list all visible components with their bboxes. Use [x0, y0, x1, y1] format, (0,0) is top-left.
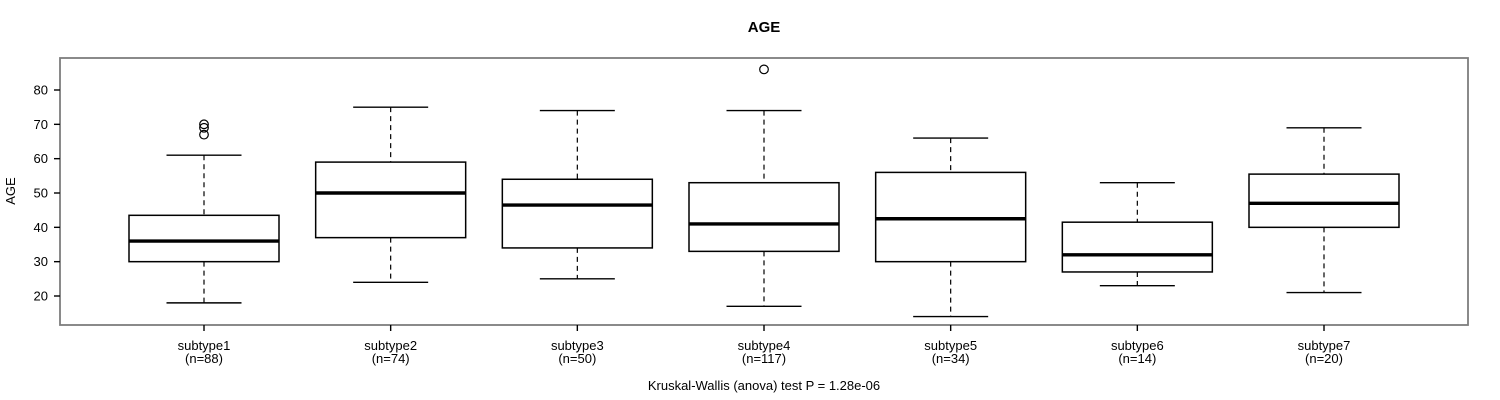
y-axis-tick-label: 60: [34, 151, 48, 166]
iqr-box: [314, 161, 467, 239]
chart-title: AGE: [748, 19, 781, 36]
boxplot-group-subtype3: subtype3(n=50): [501, 109, 654, 366]
group-n-label: (n=20): [1305, 351, 1343, 366]
y-axis-tick-label: 30: [34, 254, 48, 269]
outlier-point: [199, 119, 209, 130]
y-axis-tick-label: 70: [34, 117, 48, 132]
y-axis-label: AGE: [3, 177, 18, 205]
y-axis-tick-label: 40: [34, 220, 48, 235]
y-axis-tick-label: 20: [34, 289, 48, 304]
group-n-label: (n=14): [1118, 351, 1156, 366]
stat-test-caption: Kruskal-Wallis (anova) test P = 1.28e-06: [648, 378, 880, 393]
boxplot-group-subtype2: subtype2(n=74): [314, 106, 467, 366]
boxplot-group-subtype7: subtype7(n=20): [1248, 127, 1400, 366]
outlier-point: [199, 129, 209, 140]
iqr-box: [1248, 173, 1400, 229]
iqr-box: [874, 171, 1027, 263]
iqr-box: [128, 214, 280, 263]
boxplot-series-layer: 20304050607080subtype1(n=88)subtype2(n=7…: [34, 64, 1400, 366]
group-label: subtype4: [738, 338, 791, 353]
boxplot-group-subtype4: subtype4(n=117): [688, 64, 840, 366]
iqr-box: [1061, 221, 1214, 273]
iqr-box: [501, 178, 654, 249]
y-axis-tick-label: 50: [34, 186, 48, 201]
y-axis-tick-label: 80: [34, 83, 48, 98]
outlier-point: [759, 64, 769, 75]
group-n-label: (n=50): [558, 351, 596, 366]
iqr-box: [688, 181, 840, 253]
group-label: subtype5: [924, 338, 977, 353]
group-label: subtype6: [1111, 338, 1164, 353]
group-n-label: (n=74): [372, 351, 410, 366]
group-n-label: (n=117): [742, 351, 786, 366]
group-label: subtype3: [551, 338, 604, 353]
group-label: subtype1: [178, 338, 231, 353]
boxplot-group-subtype5: subtype5(n=34): [874, 137, 1027, 366]
boxplot-group-subtype6: subtype6(n=14): [1061, 181, 1214, 366]
boxplot-group-subtype1: subtype1(n=88): [128, 119, 280, 366]
group-n-label: (n=88): [185, 351, 223, 366]
group-label: subtype2: [364, 338, 417, 353]
group-n-label: (n=34): [932, 351, 970, 366]
group-label: subtype7: [1298, 338, 1351, 353]
outlier-point: [199, 122, 209, 133]
